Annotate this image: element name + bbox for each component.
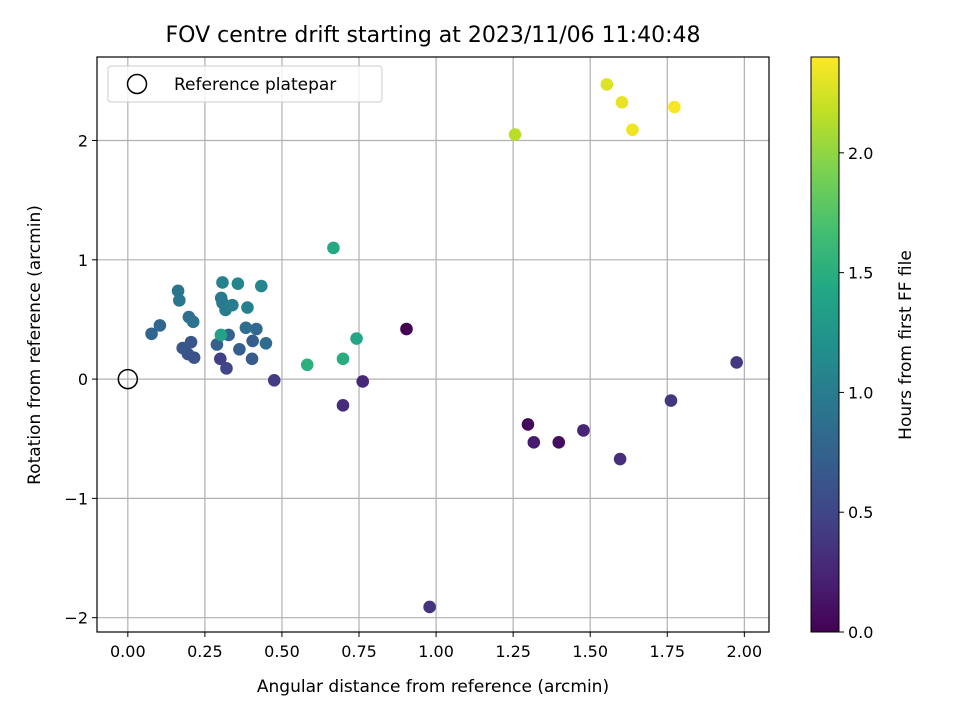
data-point (176, 341, 189, 355)
data-point (246, 334, 259, 348)
data-point (241, 301, 254, 314)
data-point (615, 96, 629, 109)
x-tick-label: 1.50 (572, 642, 608, 661)
data-point (267, 373, 281, 387)
x-tick-label: 1.75 (649, 642, 685, 661)
colorbar-tick-label: 0.0 (848, 623, 873, 642)
data-point (145, 327, 158, 341)
colorbar-ticks: 0.0 0.5 1.0 1.5 2.0 (839, 144, 873, 642)
data-point (216, 276, 229, 289)
colorbar-tick-label: 2.0 (848, 144, 873, 163)
data-point (245, 352, 259, 366)
x-tick-label: 0.50 (264, 642, 300, 661)
plot-frame (96, 56, 770, 633)
y-axis-label: Rotation from reference (arcmin) (25, 205, 45, 485)
colorbar-tick-label: 1.5 (848, 264, 873, 283)
data-point (153, 319, 167, 332)
data-point (521, 418, 535, 431)
data-point (220, 362, 233, 375)
data-point (173, 294, 186, 307)
data-point (250, 322, 263, 336)
reference-platepar-marker (117, 368, 139, 390)
data-point (239, 321, 253, 335)
legend: Reference platepar (107, 65, 383, 103)
data-point (226, 298, 239, 312)
data-point (613, 452, 627, 466)
data-point (668, 100, 681, 114)
data-point (730, 356, 743, 369)
data-point (214, 352, 227, 366)
colorbar-label: Hours from first FF file (896, 250, 916, 440)
colorbar-tick-label: 0.5 (848, 503, 873, 522)
x-tick-label: 2.00 (727, 642, 763, 661)
x-axis-ticks: 0.00 0.25 0.50 0.75 1.00 1.25 1.50 1.75 2.00 (110, 632, 762, 661)
y-tick-label: −2 (64, 609, 88, 628)
data-point (577, 424, 590, 437)
x-tick-label: 1.25 (495, 642, 531, 661)
data-point (233, 342, 246, 356)
colorbar: 0.0 0.5 1.0 1.5 2.0 Hours from first FF file (810, 56, 916, 642)
data-point (231, 277, 245, 290)
data-points (145, 78, 743, 614)
y-tick-label: 0 (78, 370, 88, 389)
data-point (336, 352, 350, 366)
legend-box (107, 65, 383, 103)
legend-label: Reference platepar (174, 75, 336, 95)
x-tick-label: 1.00 (418, 642, 454, 661)
data-point (255, 279, 268, 293)
data-point (356, 375, 370, 388)
data-point (350, 332, 363, 345)
colorbar-tick-label: 1.0 (848, 383, 873, 402)
grid (97, 57, 769, 632)
data-point (400, 322, 413, 336)
data-point (186, 315, 200, 329)
data-point (327, 241, 340, 255)
data-point (336, 399, 350, 412)
data-point (626, 123, 639, 137)
data-point (210, 338, 224, 351)
y-tick-label: 2 (78, 132, 88, 151)
data-point (552, 436, 566, 449)
colorbar-gradient (810, 56, 840, 633)
data-point (423, 600, 436, 614)
y-tick-label: 1 (78, 251, 88, 270)
y-tick-label: −1 (64, 489, 88, 508)
x-axis-label: Angular distance from reference (arcmin) (257, 677, 609, 697)
data-point (214, 328, 228, 342)
data-point (600, 78, 614, 91)
y-axis-ticks: −2 −1 0 1 2 (64, 132, 97, 628)
data-point (508, 128, 522, 141)
x-tick-label: 0.75 (341, 642, 377, 661)
chart-title: FOV centre drift starting at 2023/11/06 … (166, 23, 701, 48)
data-point (300, 358, 314, 372)
data-point (664, 394, 678, 407)
data-point (171, 284, 185, 298)
legend-open-circle-icon (126, 73, 148, 95)
x-tick-label: 0.25 (187, 642, 223, 661)
x-tick-label: 0.00 (110, 642, 146, 661)
data-point (527, 436, 541, 449)
data-point (259, 337, 273, 350)
